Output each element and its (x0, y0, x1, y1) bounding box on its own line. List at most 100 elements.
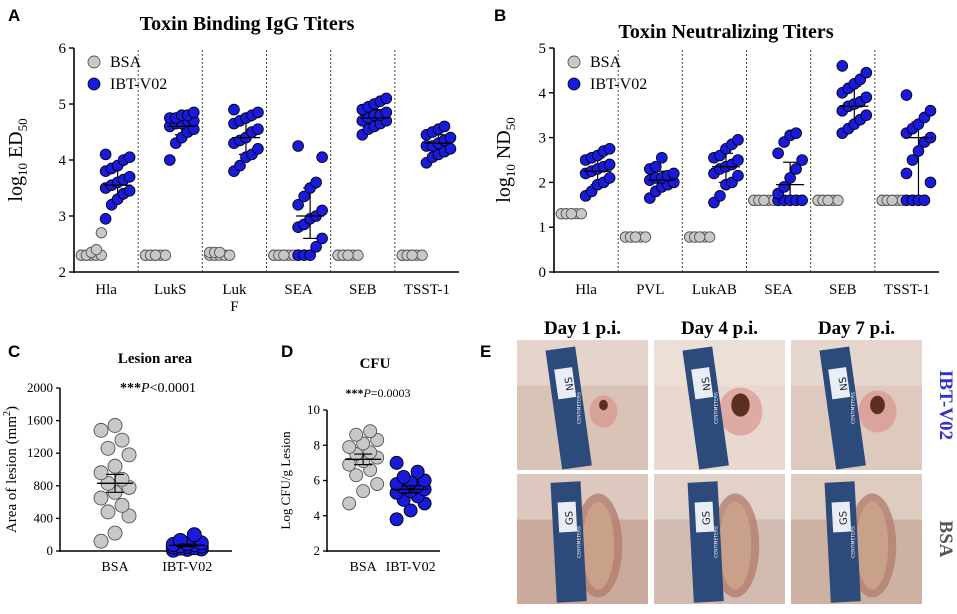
ibt-point (292, 199, 304, 211)
panel-a-letter: A (8, 6, 20, 25)
y-tick-label: 0 (539, 265, 547, 281)
legend-ibt-marker (567, 77, 581, 91)
bsa-point (114, 497, 130, 513)
bsa-point (704, 231, 716, 243)
ibt-point (772, 147, 784, 160)
legend-bsa-label: BSA (590, 54, 622, 71)
ibt-point (380, 106, 393, 119)
y-tick-label: 3 (59, 209, 67, 225)
chart-c-title: Lesion area (118, 351, 193, 367)
ibt-point (860, 109, 873, 121)
y-tick-label: 8 (314, 437, 321, 452)
legend-ibt-marker (87, 77, 101, 91)
chart-a: Toxin Binding IgG Titers 2 3 4 5 6 log10 ED50… (5, 13, 459, 315)
ibt-point (403, 503, 418, 518)
bsa-point (159, 249, 172, 261)
bsa-point (349, 468, 364, 483)
panel-b-letter: B (494, 6, 506, 25)
ibt-point (389, 512, 404, 527)
chart-b-title: Toxin Neutralizing Titers (618, 21, 833, 43)
bsa-point (278, 249, 290, 261)
y-axis-label: log10 ND50 (493, 117, 518, 202)
ibt-point (603, 158, 616, 171)
chart-d: CFU 2 4 6 8 10 Log CFU/g Lesion ***P=0.0003 BSA… (278, 356, 440, 575)
y-tick-label: 6 (314, 473, 321, 488)
x-tick-label: SEA (284, 282, 313, 298)
y-tick-label: 5 (59, 97, 67, 113)
photo-column-label: Day 4 p.i. (681, 318, 758, 339)
x-tick-label: SEB (829, 282, 857, 298)
ruler-print: CENTIMETERS (851, 392, 857, 424)
ibt-point (918, 194, 931, 207)
ibt-point (924, 176, 937, 189)
y-tick-label: 1600 (27, 413, 53, 428)
bsa-point (342, 249, 354, 261)
ibt-point (912, 145, 925, 157)
bsa-point (416, 249, 428, 261)
panel-d-letter: D (281, 342, 293, 361)
x-tick-label: LukS (154, 282, 187, 298)
wound-center (582, 501, 615, 590)
bsa-point (107, 525, 123, 541)
ibt-point (410, 464, 425, 479)
panel-c-letter: C (8, 342, 20, 361)
wound-scab (731, 393, 750, 417)
ibt-point (924, 104, 937, 117)
bsa-point (93, 490, 109, 506)
wound-scab (870, 395, 885, 415)
ruler-print: CENTIMETERS (714, 392, 720, 424)
photo-panel: Day 1 p.i. Day 4 p.i. Day 7 p.i.NSCENTIMET… (517, 318, 956, 604)
y-tick-label: 4 (59, 153, 67, 169)
bsa-point (629, 231, 642, 243)
ibt-point (188, 106, 200, 119)
wound-center (856, 501, 889, 590)
y-tick-label: 2 (59, 265, 67, 281)
y-tick-label: 800 (34, 478, 54, 493)
photo-fur (654, 340, 785, 386)
bsa-point (100, 504, 116, 520)
ruler-print: CENTIMETERS (577, 526, 583, 558)
bsa-point (149, 249, 162, 261)
ibt-point (860, 66, 873, 79)
y-tick-label: 4 (539, 86, 547, 102)
ibt-point (667, 167, 680, 180)
bsa-point (694, 231, 706, 243)
bsa-point (100, 440, 116, 456)
bsa-point (758, 194, 770, 206)
chart-b: Toxin Neutralizing Titers 0 1 2 3 4 5 log10 ND… (493, 21, 939, 298)
chart-c: Lesion area 0 400 800 1200 1600 2000 Area of l… (2, 351, 232, 575)
ibt-point (714, 190, 726, 202)
bsa-point (342, 440, 357, 454)
bsa-point (121, 447, 137, 463)
ibt-point (784, 172, 796, 184)
row-label-bsa: BSA (935, 521, 956, 558)
ibt-point (649, 160, 662, 173)
bsa-point (575, 208, 587, 220)
wound-center (719, 501, 752, 590)
ruler-handwriting: GS (838, 511, 850, 526)
ibt-point (310, 241, 322, 253)
panel-e-letter: E (480, 342, 491, 361)
ruler-handwriting: GS (701, 511, 713, 526)
ibt-point (603, 143, 616, 155)
ibt-point (732, 134, 744, 146)
ibt-point (790, 127, 802, 139)
ibt-point (234, 159, 246, 172)
p-value-annotation: ***P=0.0003 (345, 386, 410, 400)
photo-fur (791, 340, 922, 386)
legend-bsa-marker (87, 55, 101, 69)
bsa-point (406, 249, 418, 261)
x-tick-label: IBT-V02 (386, 560, 436, 575)
x-tick-label: SEB (349, 282, 377, 298)
y-axis-label: Log CFU/g Lesion (278, 431, 293, 530)
y-tick-label: 10 (307, 402, 320, 417)
ruler-label-patch (691, 367, 714, 400)
bsa-point (363, 424, 378, 439)
ibt-point (164, 154, 176, 166)
ibt-point (860, 91, 873, 104)
ibt-point (99, 148, 112, 161)
x-tick-label: Hla (95, 282, 117, 298)
bsa-point (886, 194, 898, 206)
